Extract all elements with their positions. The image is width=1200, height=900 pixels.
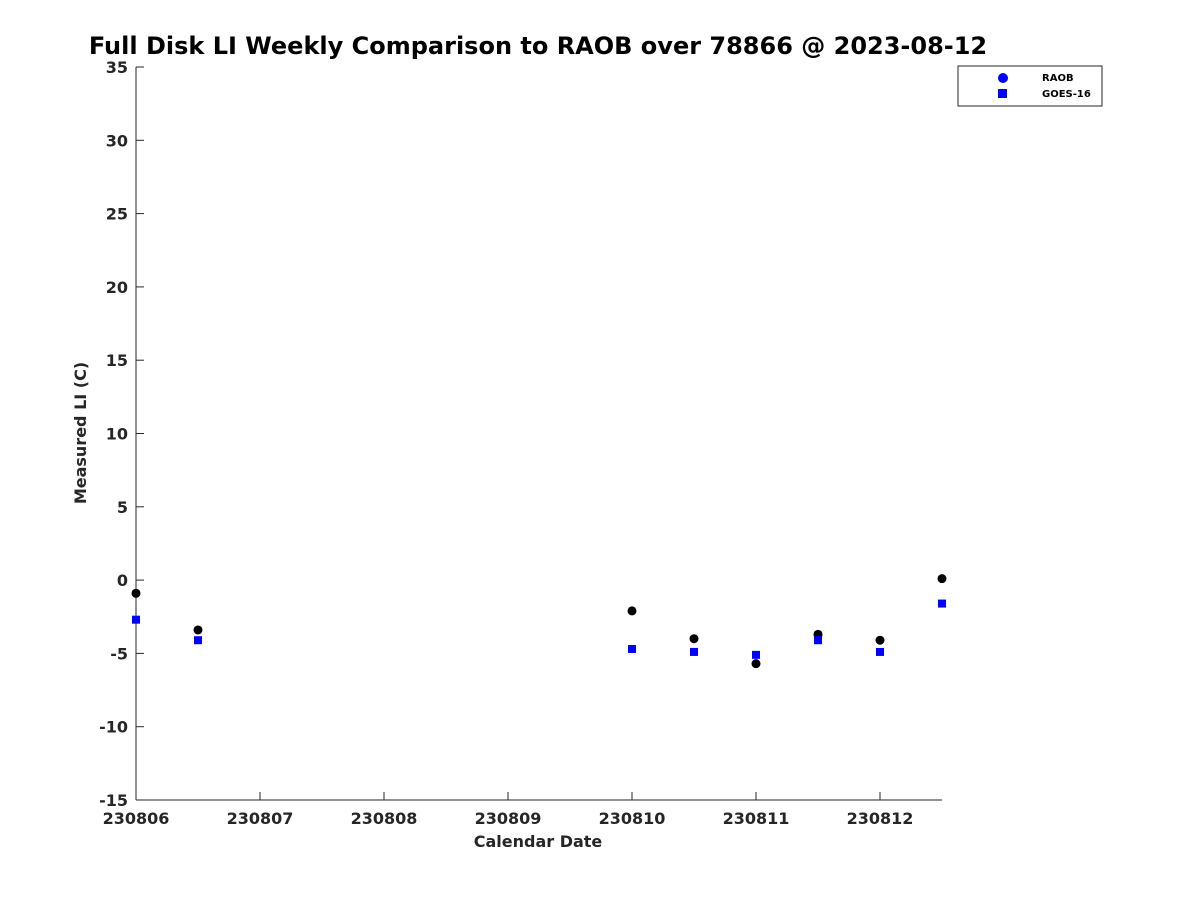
y-tick-label: 20 <box>106 278 128 297</box>
x-tick-label: 230811 <box>723 809 790 828</box>
y-tick-label: 5 <box>117 498 128 517</box>
point-goes16 <box>814 636 822 645</box>
point-raob <box>689 634 699 644</box>
x-tick-label: 230809 <box>475 809 542 828</box>
legend: RAOB GOES-16 <box>957 65 1103 107</box>
point-goes16 <box>132 615 140 624</box>
chart-title: Full Disk LI Weekly Comparison to RAOB o… <box>89 32 987 60</box>
point-raob <box>751 659 761 669</box>
x-ticks: 230806 230807 230808 230809 230810 230811 2308… <box>103 792 914 828</box>
point-goes16 <box>752 650 760 659</box>
legend-label-raob: RAOB <box>1042 73 1074 84</box>
point-goes16 <box>876 647 884 656</box>
point-raob <box>875 635 885 645</box>
y-tick-label: 15 <box>106 351 128 370</box>
y-tick-label: 0 <box>117 571 128 590</box>
legend-marker-goes16 <box>998 89 1007 98</box>
data-marks <box>131 574 947 669</box>
point-goes16 <box>194 636 202 645</box>
y-tick-label: 30 <box>106 131 128 150</box>
y-tick-label: 25 <box>106 205 128 224</box>
x-tick-label: 230807 <box>227 809 294 828</box>
x-tick-label: 230810 <box>599 809 666 828</box>
x-axis-label: Calendar Date <box>474 832 603 851</box>
point-raob <box>627 606 637 616</box>
point-goes16 <box>690 647 698 656</box>
legend-label-goes16: GOES-16 <box>1042 89 1091 100</box>
y-axis-label: Measured LI (C) <box>71 362 90 504</box>
y-ticks: -15 -10 -5 0 5 10 15 20 25 30 35 <box>99 58 144 810</box>
legend-marker-raob <box>998 73 1008 83</box>
plot-axes <box>135 67 942 801</box>
point-goes16 <box>628 645 636 654</box>
y-tick-label: 35 <box>106 58 128 77</box>
y-tick-label: -15 <box>99 791 128 810</box>
legend-box <box>957 65 1103 107</box>
x-tick-label: 230812 <box>847 809 914 828</box>
x-tick-label: 230806 <box>103 809 170 828</box>
y-tick-label: 10 <box>106 425 128 444</box>
point-goes16 <box>938 599 946 608</box>
x-tick-label: 230808 <box>351 809 418 828</box>
y-tick-label: -10 <box>99 718 128 737</box>
point-raob <box>937 574 947 584</box>
y-tick-label: -5 <box>110 644 128 663</box>
point-raob <box>131 588 141 598</box>
point-raob <box>193 625 203 635</box>
